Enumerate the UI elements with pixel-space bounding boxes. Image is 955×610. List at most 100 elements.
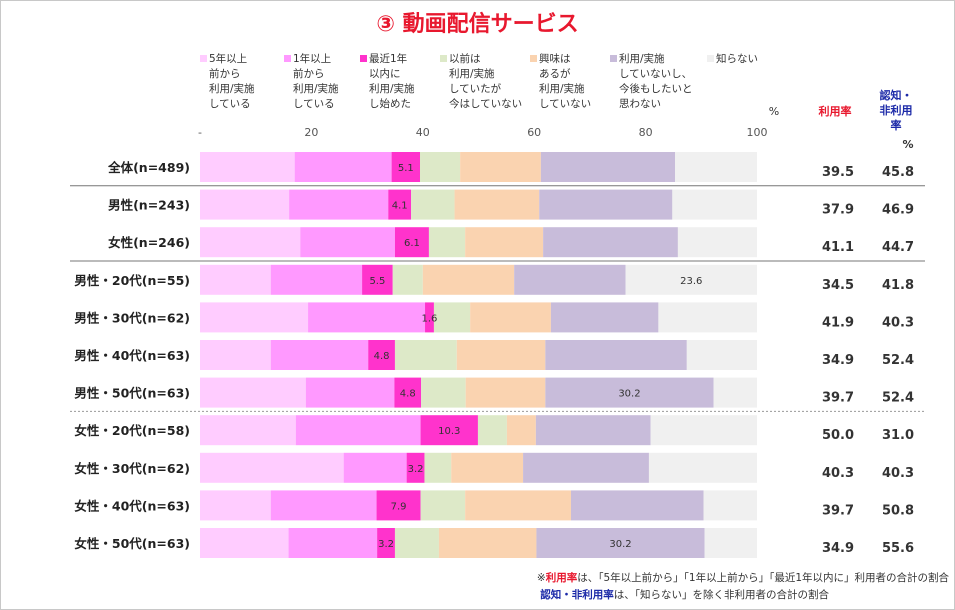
legend-label: 以前は 利用/実施 していたが 今はしていない — [449, 53, 523, 110]
awareness-rate-value: 45.8 — [882, 165, 914, 180]
usage-rate-value: 34.9 — [822, 353, 854, 368]
data-label: 30.2 — [609, 539, 631, 550]
data-label: 4.8 — [374, 351, 390, 362]
x-tick-label: 60 — [527, 126, 541, 139]
bar-segment — [477, 415, 507, 446]
data-label: 7.9 — [391, 501, 407, 512]
bar-segment — [289, 189, 389, 220]
bar-segment — [470, 302, 551, 333]
legend-swatch — [530, 55, 537, 62]
bar-segment — [545, 377, 714, 408]
usage-rate-header: 利用率 — [818, 105, 852, 118]
legend-item: 最近1年 以内に 利用/実施 し始めた — [360, 52, 415, 112]
bar-segment — [394, 377, 422, 408]
data-label: 3.2 — [408, 464, 424, 475]
bar-segment — [535, 415, 651, 446]
data-label: 3.2 — [378, 539, 394, 550]
x-tick-label: 100 — [747, 126, 768, 139]
usage-rate-value: 41.1 — [822, 240, 854, 255]
bar-segment — [305, 377, 395, 408]
x-tick-label: - — [198, 126, 202, 139]
bar-segment — [388, 189, 412, 220]
data-label: 10.3 — [438, 426, 460, 437]
awareness-rate-value: 41.8 — [882, 278, 914, 293]
bar-segment — [377, 528, 395, 558]
awareness-rate-value: 50.8 — [882, 503, 914, 518]
bar-segment — [506, 415, 536, 446]
x-tick-label: 80 — [639, 126, 653, 139]
bar-segment — [625, 264, 757, 295]
bar-segment — [411, 189, 455, 220]
bar-segment — [428, 227, 466, 258]
bar-segment — [200, 264, 271, 295]
bar-segment — [200, 152, 295, 182]
bar-segment — [672, 189, 757, 220]
category-label: 男性・40代(n=63) — [74, 348, 190, 363]
bar-segment — [376, 490, 421, 521]
legend-label: 最近1年 以内に 利用/実施 し始めた — [369, 53, 415, 110]
awareness-rate-value: 46.9 — [882, 203, 914, 218]
usage-rate-value: 39.7 — [822, 391, 854, 406]
legend-item: 利用/実施 していないし、 今後もしたいと 思わない — [610, 52, 693, 112]
data-label: 4.8 — [400, 389, 416, 400]
awareness-rate-value: 31.0 — [882, 428, 914, 443]
note-awareness-term: 認知・非利用率 — [540, 589, 614, 601]
awareness-rate-value: 55.6 — [882, 541, 914, 556]
bar-segment — [288, 528, 378, 558]
bar-segment — [295, 415, 421, 446]
bar-segment — [200, 452, 344, 483]
legend-swatch — [610, 55, 617, 62]
bar-segment — [550, 302, 659, 333]
usage-rate-value: 39.5 — [822, 165, 854, 180]
category-label: 女性・40代(n=63) — [74, 498, 190, 513]
bar-segment — [465, 490, 571, 521]
awareness-rate-value: 40.3 — [882, 466, 914, 481]
awareness-rate-value: 40.3 — [882, 315, 914, 330]
category-label: 女性(n=246) — [108, 235, 190, 250]
bar-segment — [514, 264, 626, 295]
category-label: 男性・20代(n=55) — [74, 273, 190, 288]
data-label: 30.2 — [618, 389, 640, 400]
legend-swatch — [284, 55, 291, 62]
usage-rate-value: 41.9 — [822, 315, 854, 330]
bar-segment — [648, 452, 757, 483]
usage-rate-value: 40.3 — [822, 466, 854, 481]
bar-segment — [420, 490, 466, 521]
legend-item: 知らない — [707, 52, 758, 67]
bar-segment — [406, 452, 425, 483]
data-label: 23.6 — [680, 276, 702, 287]
bar-segment — [200, 415, 296, 446]
bar-segment — [704, 528, 757, 558]
legend-label: 5年以上 前から 利用/実施 している — [209, 53, 255, 110]
bar-segment — [465, 377, 546, 408]
percent-header: % — [902, 138, 914, 151]
category-label: 女性・50代(n=63) — [74, 536, 190, 551]
bar-segment — [394, 528, 439, 558]
usage-rate-value: 34.9 — [822, 541, 854, 556]
legend-swatch — [360, 55, 367, 62]
bar-segment — [294, 152, 392, 182]
category-label: 男性・50代(n=63) — [74, 386, 190, 401]
bar-segment — [677, 227, 757, 258]
bar-segment — [539, 189, 673, 220]
note-prefix: ※ — [536, 572, 546, 584]
bar-segment — [570, 490, 704, 521]
note-usage-rate: ※利用率は、「5年以上前から」「1年以上前から」「最近1年以内に」利用者の合計の… — [537, 570, 949, 585]
bar-segment — [343, 452, 407, 483]
bar-segment — [460, 152, 541, 182]
data-label: 6.1 — [404, 238, 420, 249]
data-label: 5.1 — [398, 163, 414, 174]
bar-segment — [200, 227, 301, 258]
bar-segment — [270, 490, 377, 521]
bar-segment — [420, 152, 461, 182]
legend-item: 5年以上 前から 利用/実施 している — [200, 52, 255, 112]
usage-rate-value: 50.0 — [822, 428, 854, 443]
bar-segment — [394, 227, 429, 258]
usage-rate-value: 34.5 — [822, 278, 854, 293]
bar-segment — [200, 189, 290, 220]
bar-segment — [300, 227, 395, 258]
bar-segment — [421, 377, 466, 408]
chart-title: ③ 動画配信サービス — [376, 12, 579, 37]
bar-segment — [650, 415, 757, 446]
